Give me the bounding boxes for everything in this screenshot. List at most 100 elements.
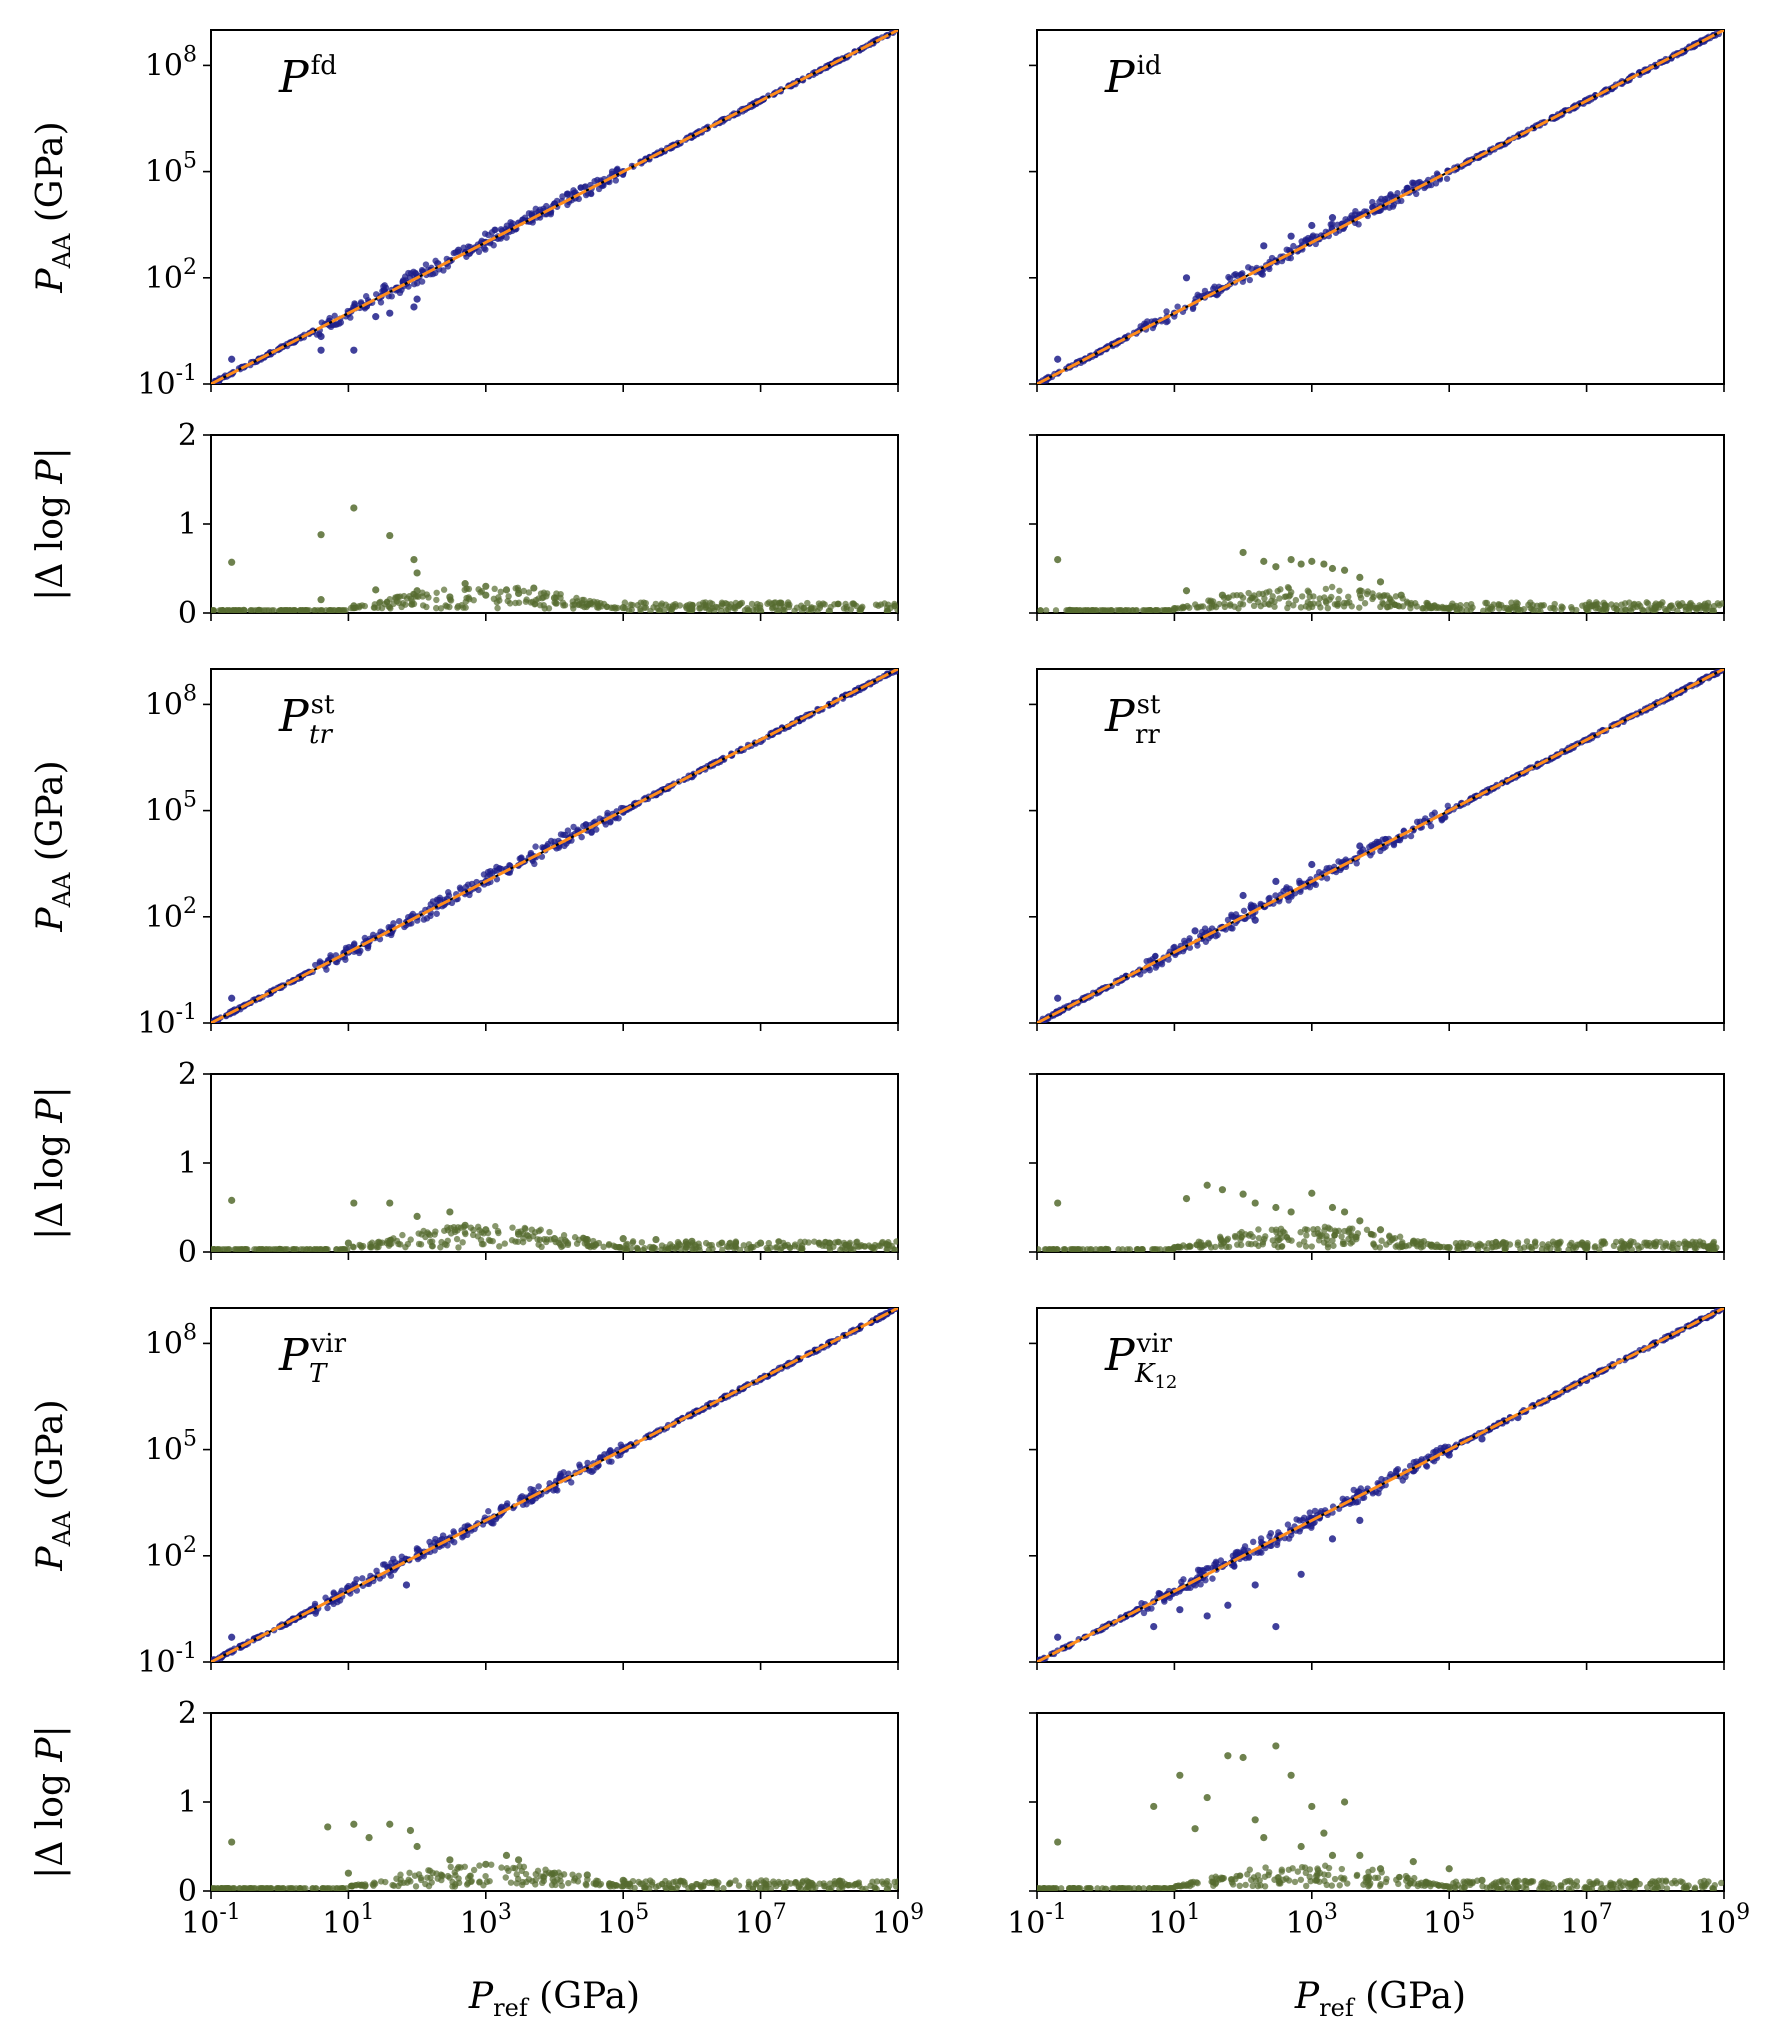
panel-3-residual: 012|Δ log P| [30,1057,899,1270]
residual-cloud-point [557,594,564,602]
main-cloud-point [492,226,499,234]
residual-data-point [550,1235,559,1243]
residual-cloud-point [589,601,596,608]
residual-cloud-point [461,1863,469,1870]
panel-2-main: Pid [1029,29,1725,392]
residual-cloud-point [325,607,333,613]
residual-cloud-point [773,1882,780,1890]
residual-cloud-point [1261,600,1268,608]
residual-cloud-point [853,1239,860,1246]
residual-cloud-point [460,604,467,611]
main-cloud-point [1407,832,1415,840]
residual-cloud-point [470,596,477,604]
main-cloud-point [1165,956,1172,963]
residual-y-axis-label: |Δ log P| [30,1086,71,1240]
residual-cloud-point [807,605,814,612]
residual-data-point [583,1235,591,1244]
residual-cloud-point [1662,1242,1669,1249]
residual-cloud-point [1285,585,1293,592]
residual-cloud-point [839,1884,846,1891]
residual-cloud-point [560,1871,568,1878]
residual-cloud-point [1212,1243,1219,1251]
residual-data-point [228,558,236,566]
residual-cloud-point [723,1243,731,1250]
residual-cloud-point [593,604,601,611]
y-tick-label: 108 [145,42,197,83]
residual-data-point [1445,604,1453,613]
main-cloud-point [1428,181,1435,189]
residual-cloud-point [1335,595,1342,603]
residual-cloud-point [408,601,416,608]
residual-cloud-point [817,602,824,609]
residual-cloud-point [531,601,538,608]
residual-cloud-point [1248,1241,1255,1248]
main-cloud-point [1428,811,1436,819]
residual-data-point [583,600,591,608]
residual-cloud-point [658,600,666,607]
residual-cloud-point [1370,1241,1377,1248]
residual-cloud-point [342,607,349,613]
residual-cloud-point [1488,1244,1496,1251]
residual-cloud-point [503,1865,511,1872]
residual-cloud-point [246,1885,254,1891]
main-cloud-point [1377,847,1384,855]
main-cloud-point [1246,276,1253,284]
residual-cloud-point [1126,1246,1134,1252]
main-cloud-point [1403,184,1410,192]
residual-cloud-point [786,601,793,608]
residual-cloud-point [1554,1246,1561,1252]
residual-cloud-point [1369,590,1376,597]
main-cloud-point [316,958,324,965]
residual-cloud-point [1071,1246,1078,1252]
residual-cloud-point [438,1872,446,1879]
residual-cloud-point [1375,592,1383,599]
main-cloud-point [1174,303,1181,310]
y-tick-label: 0 [178,596,197,631]
residual-data-point [550,594,559,602]
residual-data-point [1376,1226,1385,1234]
residual-data-point [1328,1203,1337,1212]
residual-cloud-point [454,603,462,610]
residual-data-point [482,1226,490,1234]
residual-cloud-point [673,1884,680,1891]
residual-cloud-point [1394,602,1402,609]
residual-cloud-point [546,1228,553,1236]
residual-cloud-point [399,1231,406,1239]
main-data-point [1356,842,1364,850]
residual-cloud-point [395,1882,402,1890]
main-cloud-point [1164,318,1171,325]
residual-cloud-point [597,1880,605,1888]
residual-cloud-point [650,604,657,611]
residual-cloud-point [455,1875,462,1882]
residual-cloud-point [1297,1229,1304,1236]
residual-cloud-point [520,587,528,595]
residual-cloud-point [842,600,849,608]
residual-cloud-point [1389,1235,1397,1242]
residual-cloud-point [1061,1246,1068,1252]
residual-cloud-point [535,1241,542,1248]
panel-2-residual [1029,434,1725,621]
residual-cloud-point [376,1239,384,1247]
residual-data-point [619,604,627,612]
residual-cloud-point [1049,1246,1056,1252]
residual-cloud-point [1197,603,1205,610]
main-cloud-point [535,1483,542,1490]
main-cloud-point [357,947,364,954]
main-plot-area [211,1308,898,1662]
residual-cloud-point [1527,599,1534,606]
residual-cloud-point [488,1861,495,1868]
residual-cloud-point [1224,594,1231,602]
residual-cloud-point [573,1240,581,1247]
residual-cloud-point [433,596,440,604]
residual-cloud-point [772,603,779,610]
residual-data-point [652,1235,660,1244]
main-cloud-point [1250,902,1258,910]
residual-data-point [1287,1208,1295,1216]
residual-cloud-point [665,1246,672,1252]
residual-data-point [688,605,696,613]
residual-cloud-point [1042,607,1050,613]
main-cloud-point [1285,897,1292,904]
residual-cloud-point [650,1244,658,1251]
residual-cloud-point [459,1239,466,1246]
residual-cloud-point [543,1236,551,1243]
